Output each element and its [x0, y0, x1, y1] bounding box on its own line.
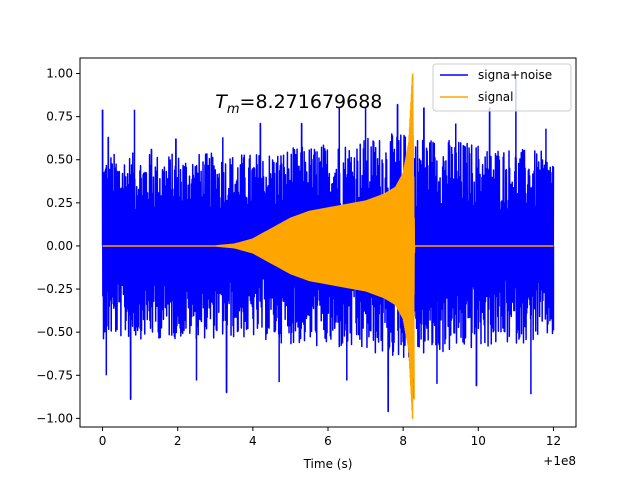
legend: signa+noise signal	[432, 63, 572, 112]
x-offset-label: +1e8	[543, 454, 576, 468]
series-line-signal	[102, 76, 554, 420]
annotation-symbol: T	[215, 91, 228, 113]
x-tick-label: 4	[249, 434, 257, 448]
annotation-value: =8.271679688	[240, 91, 383, 113]
y-tick-label: 0.75	[46, 110, 73, 124]
y-tick-label: −1.00	[36, 411, 73, 425]
y-tick-label: −0.25	[36, 282, 73, 296]
merger-time-annotation: Tm=8.271679688	[215, 91, 382, 117]
legend-label-signal: signal	[478, 90, 514, 104]
signal-merger-spike	[411, 73, 415, 400]
y-tick-label: −0.50	[36, 325, 73, 339]
x-tick-label: 6	[324, 434, 332, 448]
x-axis-label: Time (s)	[303, 457, 353, 471]
x-axis: 0 2 4 6 8 10 12	[99, 427, 561, 448]
y-tick-label: 0.50	[46, 153, 73, 167]
x-tick-label: 10	[471, 434, 486, 448]
annotation-subscript: m	[227, 102, 240, 117]
x-tick-label: 2	[174, 434, 182, 448]
y-tick-label: −0.75	[36, 368, 73, 382]
x-tick-label: 8	[399, 434, 407, 448]
x-tick-label: 0	[99, 434, 107, 448]
legend-label-signa-noise: signa+noise	[478, 68, 552, 82]
x-tick-label: 12	[546, 434, 561, 448]
y-tick-label: 0.00	[46, 239, 73, 253]
y-axis: −1.00 −0.75 −0.50 −0.25 0.00 0.25 0.50 0.75 1.00	[36, 67, 80, 425]
y-tick-label: 1.00	[46, 67, 73, 81]
y-tick-label: 0.25	[46, 196, 73, 210]
